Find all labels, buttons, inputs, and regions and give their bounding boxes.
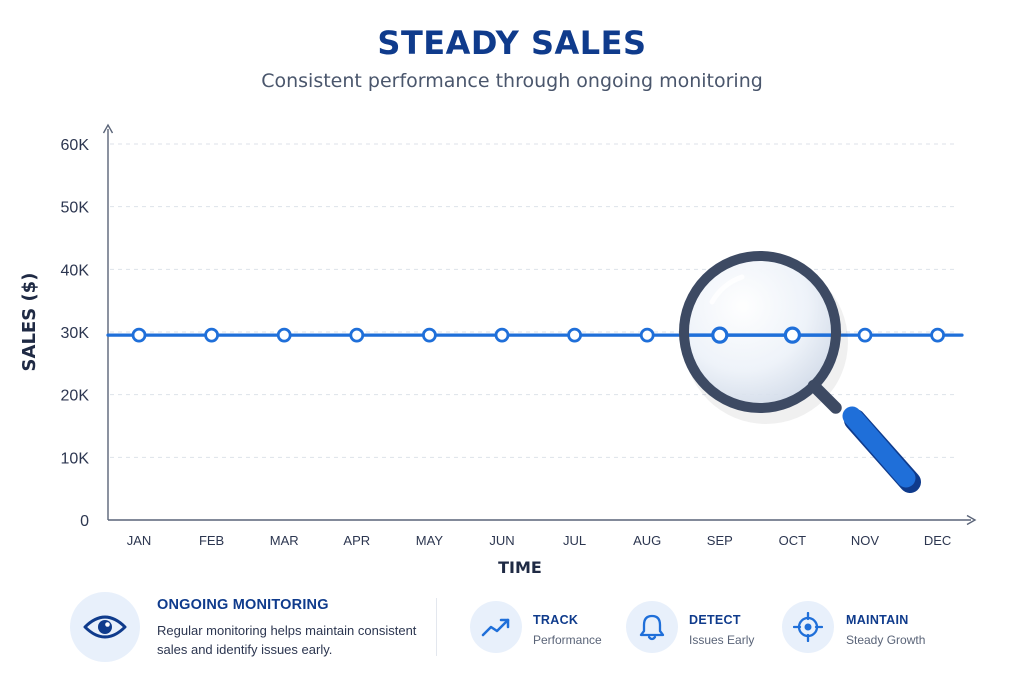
y-tick-label: 20K [61, 388, 90, 405]
target-icon [782, 601, 834, 653]
x-tick-label: JUN [489, 533, 514, 548]
y-tick-label: 30K [61, 325, 90, 342]
monitoring-title: ONGOING MONITORING [157, 597, 329, 613]
y-tick-label: 10K [61, 450, 90, 467]
footer-divider [436, 598, 437, 656]
magnifier-glare [709, 274, 745, 305]
x-tick-label: MAR [270, 533, 299, 548]
feature-title-track: TRACK [533, 613, 579, 627]
monitoring-description: Regular monitoring helps maintain consis… [157, 623, 417, 657]
x-tick-label: JAN [127, 533, 152, 548]
data-point-oct [783, 326, 802, 344]
feature-title-detect: DETECT [689, 613, 741, 627]
feature-subtitle-detect: Issues Early [689, 633, 755, 647]
magnifier-frame [679, 251, 841, 413]
y-axis-title: SALES ($) [19, 273, 40, 372]
data-point-jan [131, 327, 147, 343]
x-tick-label: NOV [851, 533, 880, 548]
x-tick-label: SEP [707, 533, 733, 548]
page-subtitle: Consistent performance through ongoing m… [261, 70, 763, 92]
x-axis-title: TIME [498, 558, 542, 577]
data-point-jul [567, 327, 582, 343]
trend-icon [470, 601, 522, 653]
x-tick-label: JUL [563, 533, 586, 548]
magnifier-handle [842, 406, 916, 488]
data-point-nov [857, 327, 873, 343]
y-tick-label: 50K [61, 200, 90, 217]
feature-title-maintain: MAINTAIN [846, 613, 909, 627]
x-tick-label: MAY [416, 533, 444, 548]
data-point-aug [639, 327, 655, 343]
data-point-may [421, 327, 437, 343]
y-tick-label: 0 [80, 513, 89, 530]
y-tick-label: 40K [61, 262, 90, 279]
data-point-feb [204, 327, 220, 343]
sales-line-chart: 0 10K 20K 30K 40K 50K 60K JAN FEB MAR APR MAY JUN JUL… [19, 123, 977, 577]
data-point-dec [930, 327, 945, 343]
x-tick-label: OCT [779, 533, 807, 548]
bell-icon [626, 601, 678, 653]
x-axis-arrow [966, 514, 977, 526]
page-title: STEADY SALES [377, 24, 647, 62]
x-tick-label: DEC [924, 533, 951, 548]
feature-subtitle-track: Performance [533, 633, 602, 647]
data-point-jun [494, 327, 510, 343]
data-point-sep [711, 326, 729, 344]
eye-icon [70, 592, 140, 662]
x-tick-label: APR [343, 533, 370, 548]
data-point-apr [349, 327, 365, 343]
y-tick-label: 60K [61, 137, 90, 154]
feature-subtitle-maintain: Steady Growth [846, 633, 926, 647]
magnifier-neck [807, 379, 842, 414]
magnifier-lens [688, 260, 832, 404]
x-tick-label: FEB [199, 533, 224, 548]
x-tick-label: AUG [633, 533, 661, 548]
data-point-mar [276, 327, 292, 343]
y-axis-arrow [102, 123, 114, 134]
